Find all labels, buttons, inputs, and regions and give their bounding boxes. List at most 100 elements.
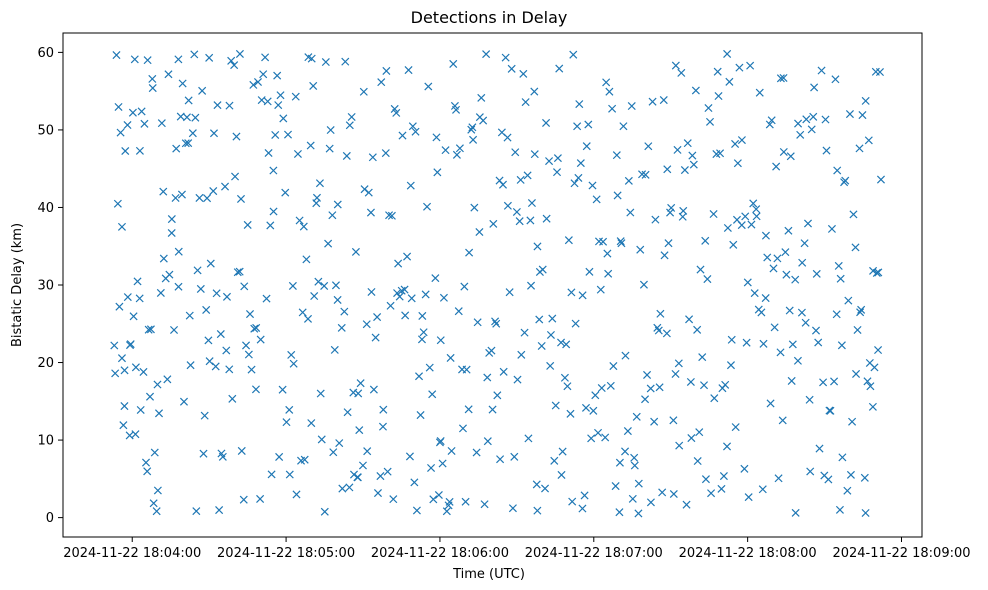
scatter-point — [551, 401, 560, 410]
scatter-point — [791, 275, 800, 284]
scatter-point — [410, 478, 419, 487]
scatter-point — [239, 495, 248, 504]
scatter-point — [848, 417, 857, 426]
y-tick-label: 60 — [37, 46, 54, 61]
scatter-point — [773, 254, 782, 263]
scatter-point — [143, 467, 152, 476]
scatter-point — [386, 301, 395, 310]
scatter-point — [347, 112, 356, 122]
scatter-point — [333, 200, 342, 209]
scatter-point — [721, 380, 730, 389]
scatter-point — [407, 294, 416, 303]
scatter-point — [612, 151, 621, 160]
scatter-point — [662, 329, 671, 338]
scatter-point — [655, 383, 664, 392]
scatter-point — [659, 96, 668, 105]
scatter-point — [817, 66, 826, 75]
scatter-point — [328, 211, 337, 220]
scatter-point — [144, 325, 153, 334]
scatter-point — [289, 359, 298, 368]
scatter-point — [695, 428, 704, 437]
scatter-point — [776, 348, 785, 357]
scatter-point — [776, 74, 785, 83]
scatter-point — [542, 214, 551, 223]
scatter-point — [650, 417, 659, 426]
scatter-point — [845, 110, 854, 119]
scatter-point — [660, 251, 669, 260]
scatter-point — [591, 391, 600, 400]
scatter-point — [844, 296, 853, 305]
scatter-point — [434, 490, 443, 500]
scatter-point — [669, 416, 678, 425]
scatter-point — [408, 122, 417, 131]
scatter-point — [742, 338, 751, 347]
scatter-point — [310, 291, 319, 301]
scatter-point — [761, 294, 770, 303]
scatter-point — [855, 144, 864, 153]
scatter-point — [418, 311, 427, 320]
scatter-point — [312, 193, 321, 202]
scatter-point — [836, 274, 845, 283]
scatter-point — [512, 207, 521, 217]
scatter-point — [767, 116, 776, 125]
scatter-point — [812, 269, 821, 278]
scatter-point — [467, 125, 476, 134]
scatter-point — [703, 275, 712, 284]
scatter-point — [433, 168, 442, 177]
scatter-point — [666, 208, 675, 217]
scatter-point — [537, 341, 546, 351]
scatter-point — [803, 219, 813, 228]
scatter-point — [794, 119, 803, 128]
scatter-point — [548, 314, 557, 323]
scatter-point — [317, 435, 326, 444]
scatter-point — [521, 98, 530, 107]
scatter-point — [452, 105, 461, 114]
scatter-point — [800, 239, 809, 248]
scatter-point — [619, 122, 628, 131]
scatter-point — [159, 187, 168, 196]
scatter-point — [843, 486, 852, 495]
scatter-point — [761, 231, 770, 240]
scatter-point — [473, 318, 482, 327]
scatter-point — [807, 125, 816, 134]
scatter-point — [634, 509, 643, 518]
scatter-point — [798, 258, 807, 267]
scatter-point — [602, 78, 611, 87]
scatter-point — [731, 423, 740, 432]
scatter-point — [233, 268, 242, 277]
scatter-point — [626, 208, 635, 217]
scatter-point — [835, 505, 844, 514]
scatter-point — [470, 203, 479, 212]
x-axis-title: Time (UTC) — [452, 567, 525, 582]
scatter-point — [475, 227, 484, 237]
scatter-point — [834, 261, 843, 270]
scatter-point — [465, 248, 474, 257]
scatter-point — [129, 312, 138, 321]
scatter-point — [749, 199, 758, 208]
scatter-point — [174, 282, 183, 291]
scatter-point — [281, 188, 290, 197]
scatter-point — [578, 291, 587, 300]
scatter-point — [148, 84, 157, 93]
scatter-point — [414, 372, 424, 381]
scatter-point — [343, 408, 352, 417]
scatter-point — [345, 483, 354, 492]
scatter-point — [452, 150, 461, 159]
scatter-point — [333, 295, 342, 304]
scatter-point — [438, 459, 447, 468]
scatter-point — [726, 361, 735, 370]
scatter-point — [511, 148, 520, 157]
scatter-point — [791, 508, 800, 517]
scatter-point — [863, 377, 872, 386]
scatter-point — [508, 504, 517, 513]
scatter-point — [464, 405, 473, 414]
scatter-point — [488, 405, 497, 414]
scatter-point — [857, 305, 866, 314]
scatter-point — [527, 198, 536, 208]
scatter-point — [432, 133, 441, 142]
scatter-point — [515, 217, 524, 226]
scatter-point — [215, 506, 224, 515]
scatter-point — [853, 325, 862, 334]
scatter-point — [641, 170, 650, 179]
scatter-point — [810, 83, 819, 92]
